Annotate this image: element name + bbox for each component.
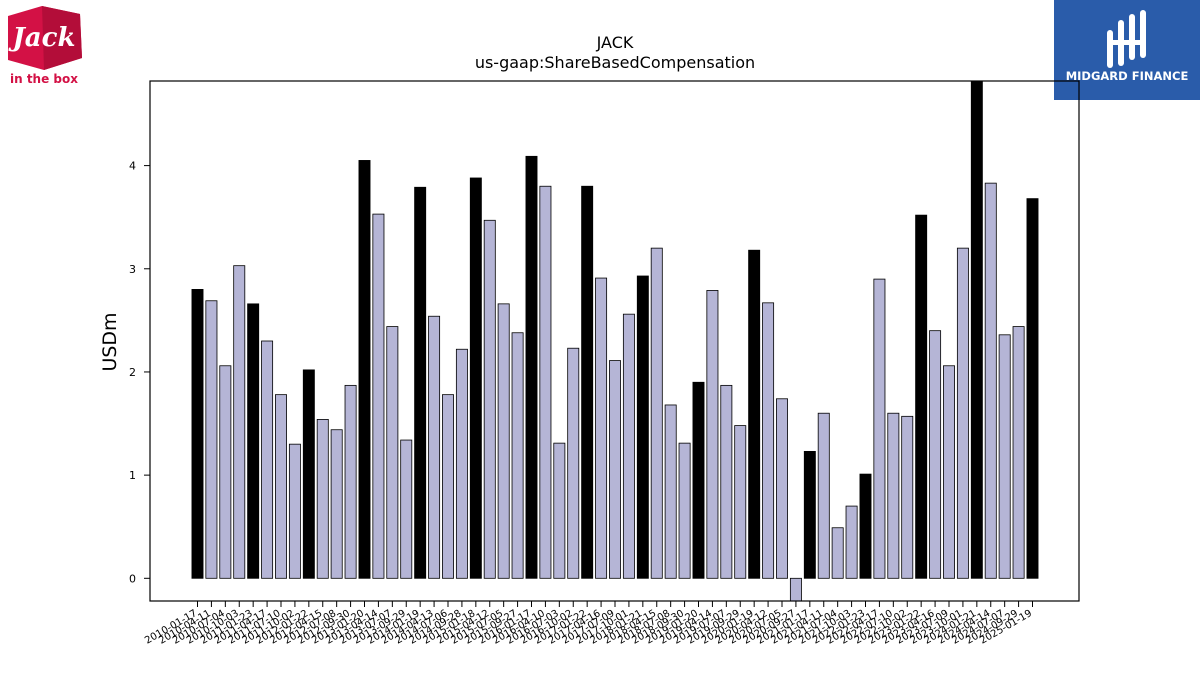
bar [205, 300, 218, 579]
y-ticks: 0 1 2 3 4 [129, 160, 150, 585]
bar [233, 265, 246, 579]
bar [581, 185, 594, 579]
bar [845, 505, 858, 579]
y-tick-label: 3 [129, 263, 136, 276]
bar [831, 527, 844, 579]
bar [191, 289, 204, 579]
bar [748, 249, 761, 579]
bar [622, 313, 635, 579]
bar [970, 81, 983, 579]
bar [511, 332, 524, 579]
bar [998, 334, 1011, 579]
bar [859, 473, 872, 579]
bar [400, 439, 413, 579]
bar [692, 381, 705, 579]
bar [483, 219, 496, 579]
bar [372, 213, 385, 579]
bar [497, 303, 510, 579]
bar [636, 275, 649, 579]
chart-subtitle: us-gaap:ShareBasedCompensation [475, 53, 755, 72]
bar [442, 394, 454, 579]
bar [288, 443, 301, 579]
bar [915, 214, 928, 579]
bar [302, 369, 315, 579]
bar [776, 398, 788, 579]
bar [929, 330, 942, 579]
bar [469, 177, 482, 579]
bar [956, 247, 969, 579]
bar [219, 365, 232, 579]
bar [567, 347, 580, 579]
bar [609, 360, 621, 579]
bar [678, 442, 691, 579]
svg-text:in the box: in the box [10, 72, 78, 86]
y-tick-label: 2 [129, 366, 136, 379]
bar [539, 185, 552, 579]
bar [706, 290, 719, 579]
bar [664, 404, 677, 579]
bar [901, 415, 914, 579]
svg-text:MIDGARD FINANCE: MIDGARD FINANCE [1066, 69, 1189, 83]
bar [1026, 198, 1039, 579]
bar [817, 412, 830, 579]
bar [789, 577, 802, 601]
bar [553, 442, 566, 579]
bar [595, 277, 608, 579]
bar [428, 315, 441, 579]
y-tick-label: 0 [129, 572, 136, 585]
jack-in-the-box-logo: Jack in the box [0, 0, 90, 90]
bar [414, 186, 427, 579]
y-axis-label: USDm [99, 312, 121, 371]
bars-group [191, 81, 1039, 601]
bar [873, 278, 886, 579]
bar [650, 247, 663, 579]
bar [720, 384, 733, 579]
bar [525, 155, 538, 579]
y-tick-label: 1 [129, 469, 136, 482]
bar [247, 303, 260, 579]
bar [330, 429, 343, 579]
bar [762, 302, 775, 579]
midgard-finance-logo: MIDGARD FINANCE [1054, 0, 1200, 100]
bar [386, 326, 399, 579]
plot-frame [149, 80, 1080, 602]
svg-text:Jack: Jack [8, 23, 76, 53]
bar [455, 348, 468, 579]
bar [887, 412, 900, 579]
bar [275, 394, 287, 579]
x-ticks: 2010-01-172010-04-112010-07-042010-10-03… [143, 601, 1034, 647]
bar [984, 182, 997, 579]
bar [261, 340, 274, 579]
bar [316, 419, 329, 579]
chart-title: JACK [596, 33, 634, 52]
y-tick-label: 4 [129, 160, 136, 173]
bar [734, 425, 747, 579]
bar [358, 160, 371, 579]
bar [943, 365, 955, 579]
bar [803, 450, 816, 579]
bar [344, 384, 357, 579]
bar [1012, 326, 1025, 579]
